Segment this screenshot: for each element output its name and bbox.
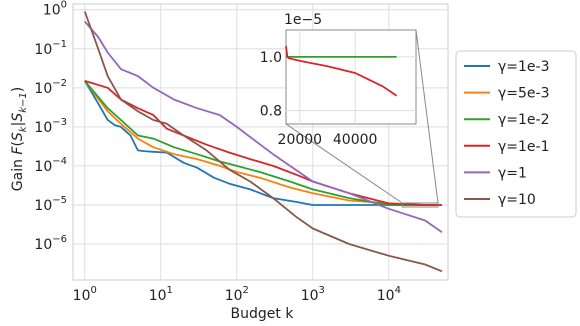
legend-label: γ=10 <box>498 192 536 208</box>
legend-label: γ=5e-3 <box>498 86 550 102</box>
x-tick-label: 101 <box>149 285 173 304</box>
inset-x-tick-label: 40000 <box>333 132 378 148</box>
series-line <box>84 20 443 234</box>
inset-y-tick-label: 1.0 <box>260 50 282 66</box>
y-tick-label: 10−2 <box>34 78 67 97</box>
legend-label: γ=1e-3 <box>498 59 550 75</box>
y-tick-label: 10−1 <box>34 39 67 58</box>
y-axis-ticks: 100 10−1 10−2 10−3 10−4 10−5 10−6 <box>34 0 67 253</box>
series-line <box>84 80 442 206</box>
zoom-connector <box>415 29 439 204</box>
inset-frame <box>285 29 417 125</box>
x-axis-ticks: 100 101 102 103 104 <box>73 285 401 304</box>
inset-scale-label: 1e−5 <box>284 12 322 28</box>
y-tick-label: 10−5 <box>34 195 67 214</box>
zoom-connector <box>285 123 403 204</box>
y-tick-label: 100 <box>43 0 67 19</box>
legend: γ=1e-3 γ=5e-3 γ=1e-2 γ=1e-1 γ=1 γ=10 <box>455 50 577 218</box>
inset-y-tick-label: 0.8 <box>260 104 282 120</box>
legend-label: γ=1e-2 <box>498 112 550 128</box>
x-tick-label: 103 <box>301 285 325 304</box>
inset-plot: 20000 40000 1.0 0.8 1e−5 <box>260 12 439 208</box>
inset-x-tick-label: 20000 <box>278 132 323 148</box>
y-axis-label: Gain F(Sk|Sk−1) <box>10 87 29 191</box>
inset-series-line <box>285 45 398 97</box>
y-tick-label: 10−3 <box>34 117 67 136</box>
x-tick-label: 100 <box>73 285 97 304</box>
series-line <box>83 11 443 273</box>
x-axis-label: Budget k <box>231 306 295 322</box>
x-tick-label: 102 <box>225 285 249 304</box>
legend-label: γ=1e-1 <box>498 139 550 155</box>
series-line <box>84 80 442 206</box>
legend-label: γ=1 <box>498 165 527 181</box>
y-tick-label: 10−4 <box>34 156 67 175</box>
x-tick-label: 104 <box>377 285 401 304</box>
y-tick-label: 10−6 <box>34 234 67 253</box>
series-lines <box>83 11 443 273</box>
zoom-indicator <box>401 202 439 208</box>
